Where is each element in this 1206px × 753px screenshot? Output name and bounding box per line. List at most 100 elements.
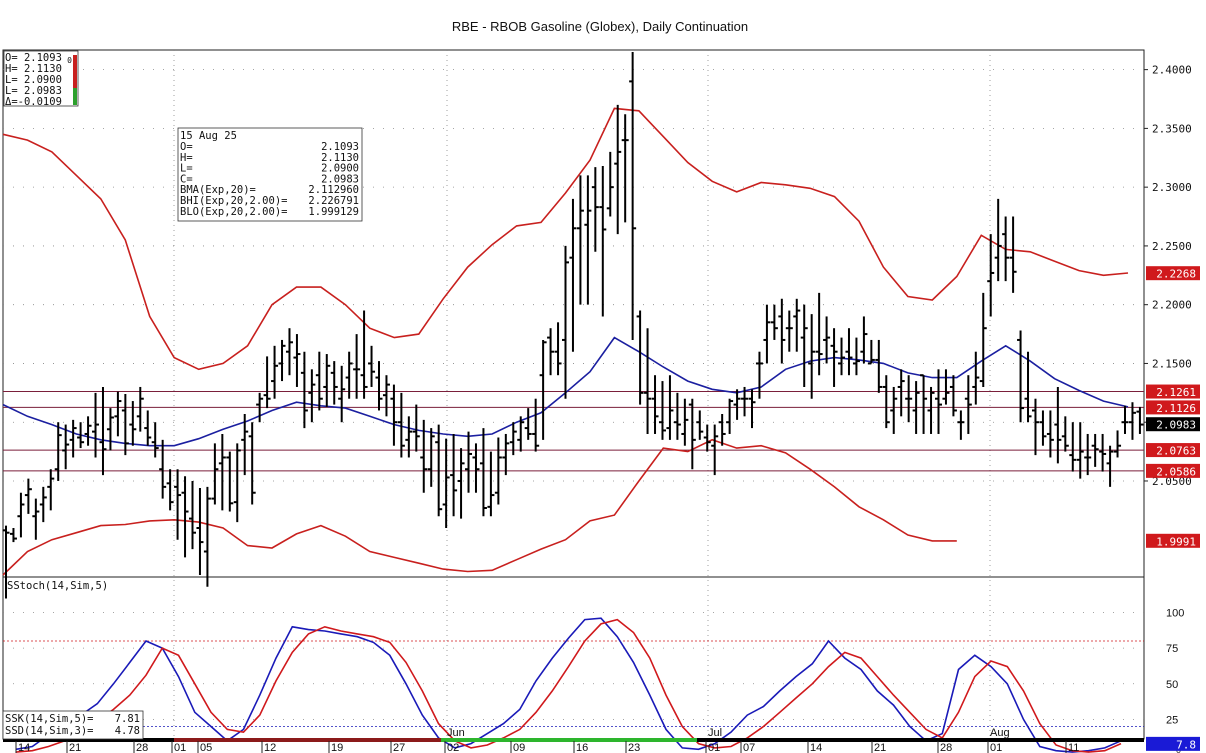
ohlc-bar [815,292,823,376]
ohlc-bar [1136,406,1144,434]
ohlc-bar [285,328,293,376]
ohlc-bar [77,422,85,449]
ohlc-bar [852,337,860,376]
ohlc-bar [554,322,562,376]
ohlc-bar [838,337,846,376]
ohlc-bar [435,424,443,517]
ohlc-bar [9,527,17,543]
stoch-tick-label: 100 [1166,608,1184,620]
data-window: 15 Aug 25 O= 2.1093 H= 2.1130 L= 2.0900 C= 2.09… [177,127,363,222]
ohlc-bar [942,369,950,405]
data-window-label: O= [180,141,193,153]
ohlc-bar [621,114,629,223]
ohlc-bar [763,304,771,364]
stoch-legend-label: SSD(14,Sim,3)= [5,725,94,737]
data-window-label: BMA(Exp,20)= [180,184,256,196]
ohlc-bar [673,392,681,440]
ohlc-bar [733,389,741,420]
time-axis: 14 21 28 01 05 12 19 27 02 09 16 23 01 07 14 21 28 01 11 Ju… [3,727,1144,753]
ohlc-bar [308,369,316,423]
ohlc-bar [69,419,77,458]
ohlc-bar [539,339,547,440]
ohlc-bar [688,398,696,470]
stoch-legend-value: 4.78 [115,725,140,737]
svg-text:2.2268: 2.2268 [1156,268,1196,281]
price-badge: 2.2268 [1146,266,1200,281]
ohlc-bar [666,375,674,440]
data-window-label: BHI(Exp,20,2.00)= [180,195,287,207]
stoch-axis: 2550751000 [1166,608,1184,753]
ohlc-bar [606,151,614,217]
ohlc-bar [935,369,942,434]
ohlc-bar [487,451,495,517]
ohlc-bar [1054,386,1062,464]
ohlc-bar [823,316,831,364]
ohlc-bar [442,438,450,528]
ohlc-bars [2,52,1144,599]
price-tick-label: 2.1500 [1152,357,1192,370]
month-label: Jul [708,727,722,739]
ohlc-bar [114,391,122,437]
chart-title: RBE - RBOB Gasoline (Globex), Daily Cont… [452,19,748,34]
price-badge: 2.0763 [1146,443,1200,458]
ohlc-bar [39,486,47,523]
ohlc-bar [644,328,652,434]
ohlc-bar [129,401,137,446]
data-window-value: 1.999129 [308,206,359,218]
ohlc-bar [465,431,473,493]
ohlc-bar [315,351,323,411]
ohlc-line-last: L= 2.0983 [5,85,62,97]
svg-text:2.1126: 2.1126 [1156,402,1196,415]
data-window-value: 2.1130 [321,152,359,164]
price-badge: 2.0983 [1146,417,1200,432]
ohlc-marker: 0 [67,56,72,65]
ohlc-bar [457,448,465,519]
ohlc-bar [1017,330,1025,423]
ohlc-bar [1002,216,1010,282]
ohlc-bar [159,439,167,499]
ohlc-bar [614,104,622,235]
ohlc-bar [166,469,174,511]
ohlc-bar [1106,445,1114,487]
ohlc-bar [882,375,890,429]
ohlc-bar [517,416,525,452]
ohlc-bar [420,419,428,493]
data-window-label: H= [180,152,193,164]
ohlc-bar [218,433,226,511]
ohlc-bar [47,469,55,511]
stoch-badge: 7.8 [1146,736,1200,751]
ohlc-bar [353,334,361,399]
x-tick-label: 05 [200,742,212,753]
ohlc-bar [1091,433,1099,467]
ohlc-bar [345,351,353,399]
ohlc-bar [1114,430,1122,458]
ohlc-bar [1061,416,1069,452]
ohlc-line-low: L= 2.0900 [5,74,62,86]
ohlc-bar [524,408,532,440]
svg-text:2.0586: 2.0586 [1156,465,1196,478]
ohlc-bar [890,386,898,434]
ohlc-bar [658,381,666,440]
ohlc-bar [569,198,577,352]
ohlc-bar [755,351,763,399]
svg-text:7.8: 7.8 [1176,738,1196,751]
ohlc-bar [390,384,398,446]
ohlc-bar [203,486,211,587]
ohlc-bar [427,428,435,487]
ohlc-bar [382,375,390,417]
ohlc-bar [32,498,40,540]
ohlc-bar [1024,351,1032,423]
x-tick-label: 21 [874,742,886,753]
ohlc-bar [785,310,793,352]
month-label: Jun [447,727,465,739]
ohlc-bar [300,351,308,429]
price-tick-label: 2.3500 [1152,122,1192,135]
ohlc-bar [1069,422,1077,472]
x-tick-label: 14 [810,742,822,753]
stoch-tick-label: 75 [1166,643,1178,655]
ohlc-bar [509,422,517,456]
ohlc-bar [920,374,928,434]
ohlc-bar [957,410,965,440]
ohlc-bar [211,443,219,505]
